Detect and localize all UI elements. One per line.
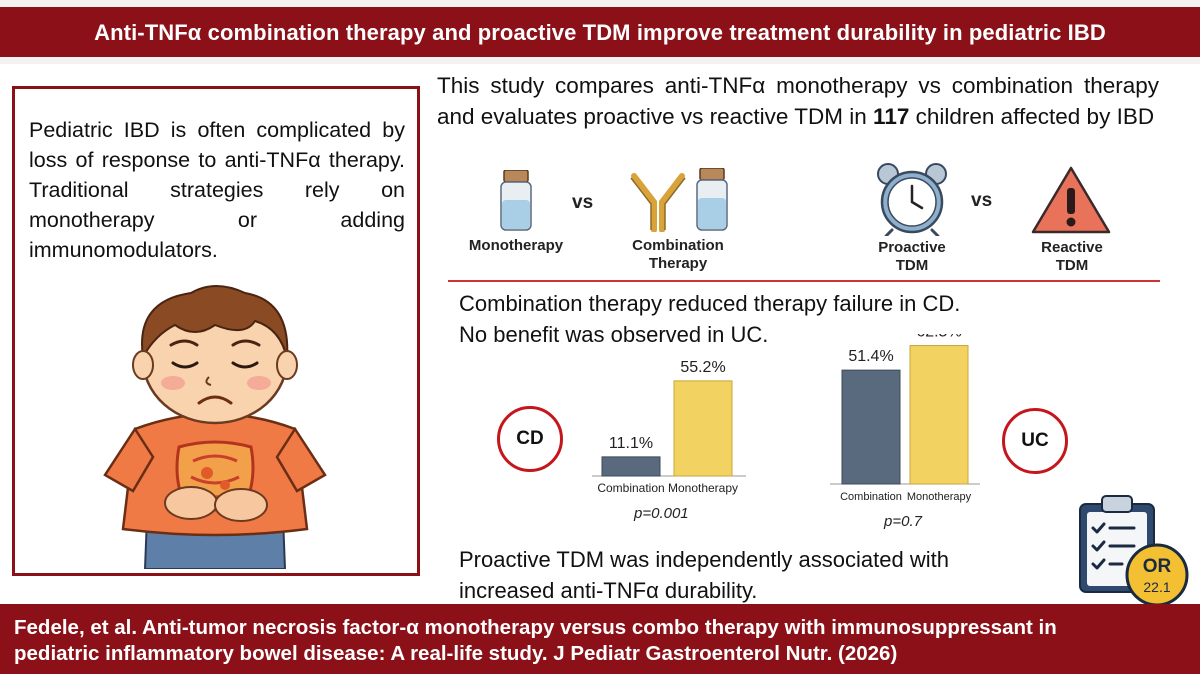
- finding-therapy: Combination therapy reduced therapy fail…: [459, 291, 961, 347]
- patient-count: 117: [873, 104, 910, 129]
- cd-pvalue: p=0.001: [634, 505, 689, 522]
- or-label: OR: [1143, 556, 1172, 577]
- cd-circle-label: CD: [497, 406, 563, 472]
- cd-value-label-combination: 11.1%: [609, 435, 653, 452]
- vs-label-tdm: vs: [971, 190, 993, 211]
- proactive-tdm-label: Proactive TDM: [878, 239, 946, 274]
- vial-icon: [500, 170, 532, 231]
- cd-category-label-combination: Combination: [597, 481, 664, 495]
- section-divider: [448, 280, 1160, 282]
- cd-category-label-monotherapy: Monotherapy: [668, 481, 738, 495]
- cd-bar-combination: [601, 456, 661, 477]
- title-banner: Anti-TNFα combination therapy and proact…: [0, 0, 1200, 64]
- finding-tdm: Proactive TDM was independently associat…: [459, 547, 949, 603]
- cd-bar-chart: 11.1% Combination 55.2% Monotherapy: [592, 359, 746, 495]
- uc-value-label-combination: 51.4%: [848, 348, 893, 365]
- uc-pvalue: p=0.7: [884, 513, 922, 530]
- uc-value-label-monotherapy: 62.5%: [916, 334, 961, 341]
- citation-banner: Fedele, et al. Anti-tumor necrosis facto…: [0, 604, 1200, 674]
- study-description: This study compares anti-TNFα monotherap…: [437, 73, 1159, 129]
- cd-bar-monotherapy: [673, 380, 733, 477]
- alarm-clock-icon: [877, 163, 947, 236]
- citation-line-2: pediatric inflammatory bowel disease: A …: [14, 642, 898, 665]
- monotherapy-label: Monotherapy: [468, 237, 564, 254]
- vs-label-therapy: vs: [572, 192, 594, 213]
- page-title: Anti-TNFα combination therapy and proact…: [94, 20, 1106, 45]
- intro-panel: Pediatric IBD is often complicated by lo…: [12, 86, 420, 576]
- combination-therapy-label: Combination Therapy: [632, 237, 724, 272]
- intro-text: Pediatric IBD is often complicated by lo…: [29, 118, 405, 262]
- odds-ratio-badge: OR 22.1: [1125, 543, 1189, 607]
- uc-bar-chart: 51.4% Combination 62.5% Monotherapy: [830, 334, 980, 503]
- reactive-tdm-label: Reactive TDM: [1041, 239, 1103, 274]
- cd-value-label-monotherapy: 55.2%: [680, 359, 725, 376]
- sick-child-illustration: [103, 285, 327, 569]
- uc-category-label-monotherapy: Monotherapy: [907, 491, 972, 503]
- uc-bar-combination: [841, 369, 901, 485]
- citation-line-1: Fedele, et al. Anti-tumor necrosis facto…: [14, 616, 1057, 639]
- uc-bar-monotherapy: [909, 345, 969, 485]
- warning-icon: [1031, 166, 1111, 234]
- uc-circle-label: UC: [1002, 408, 1068, 474]
- or-value: 22.1: [1143, 579, 1170, 595]
- antibody-vial-icon: [630, 168, 728, 232]
- uc-category-label-combination: Combination: [840, 491, 902, 503]
